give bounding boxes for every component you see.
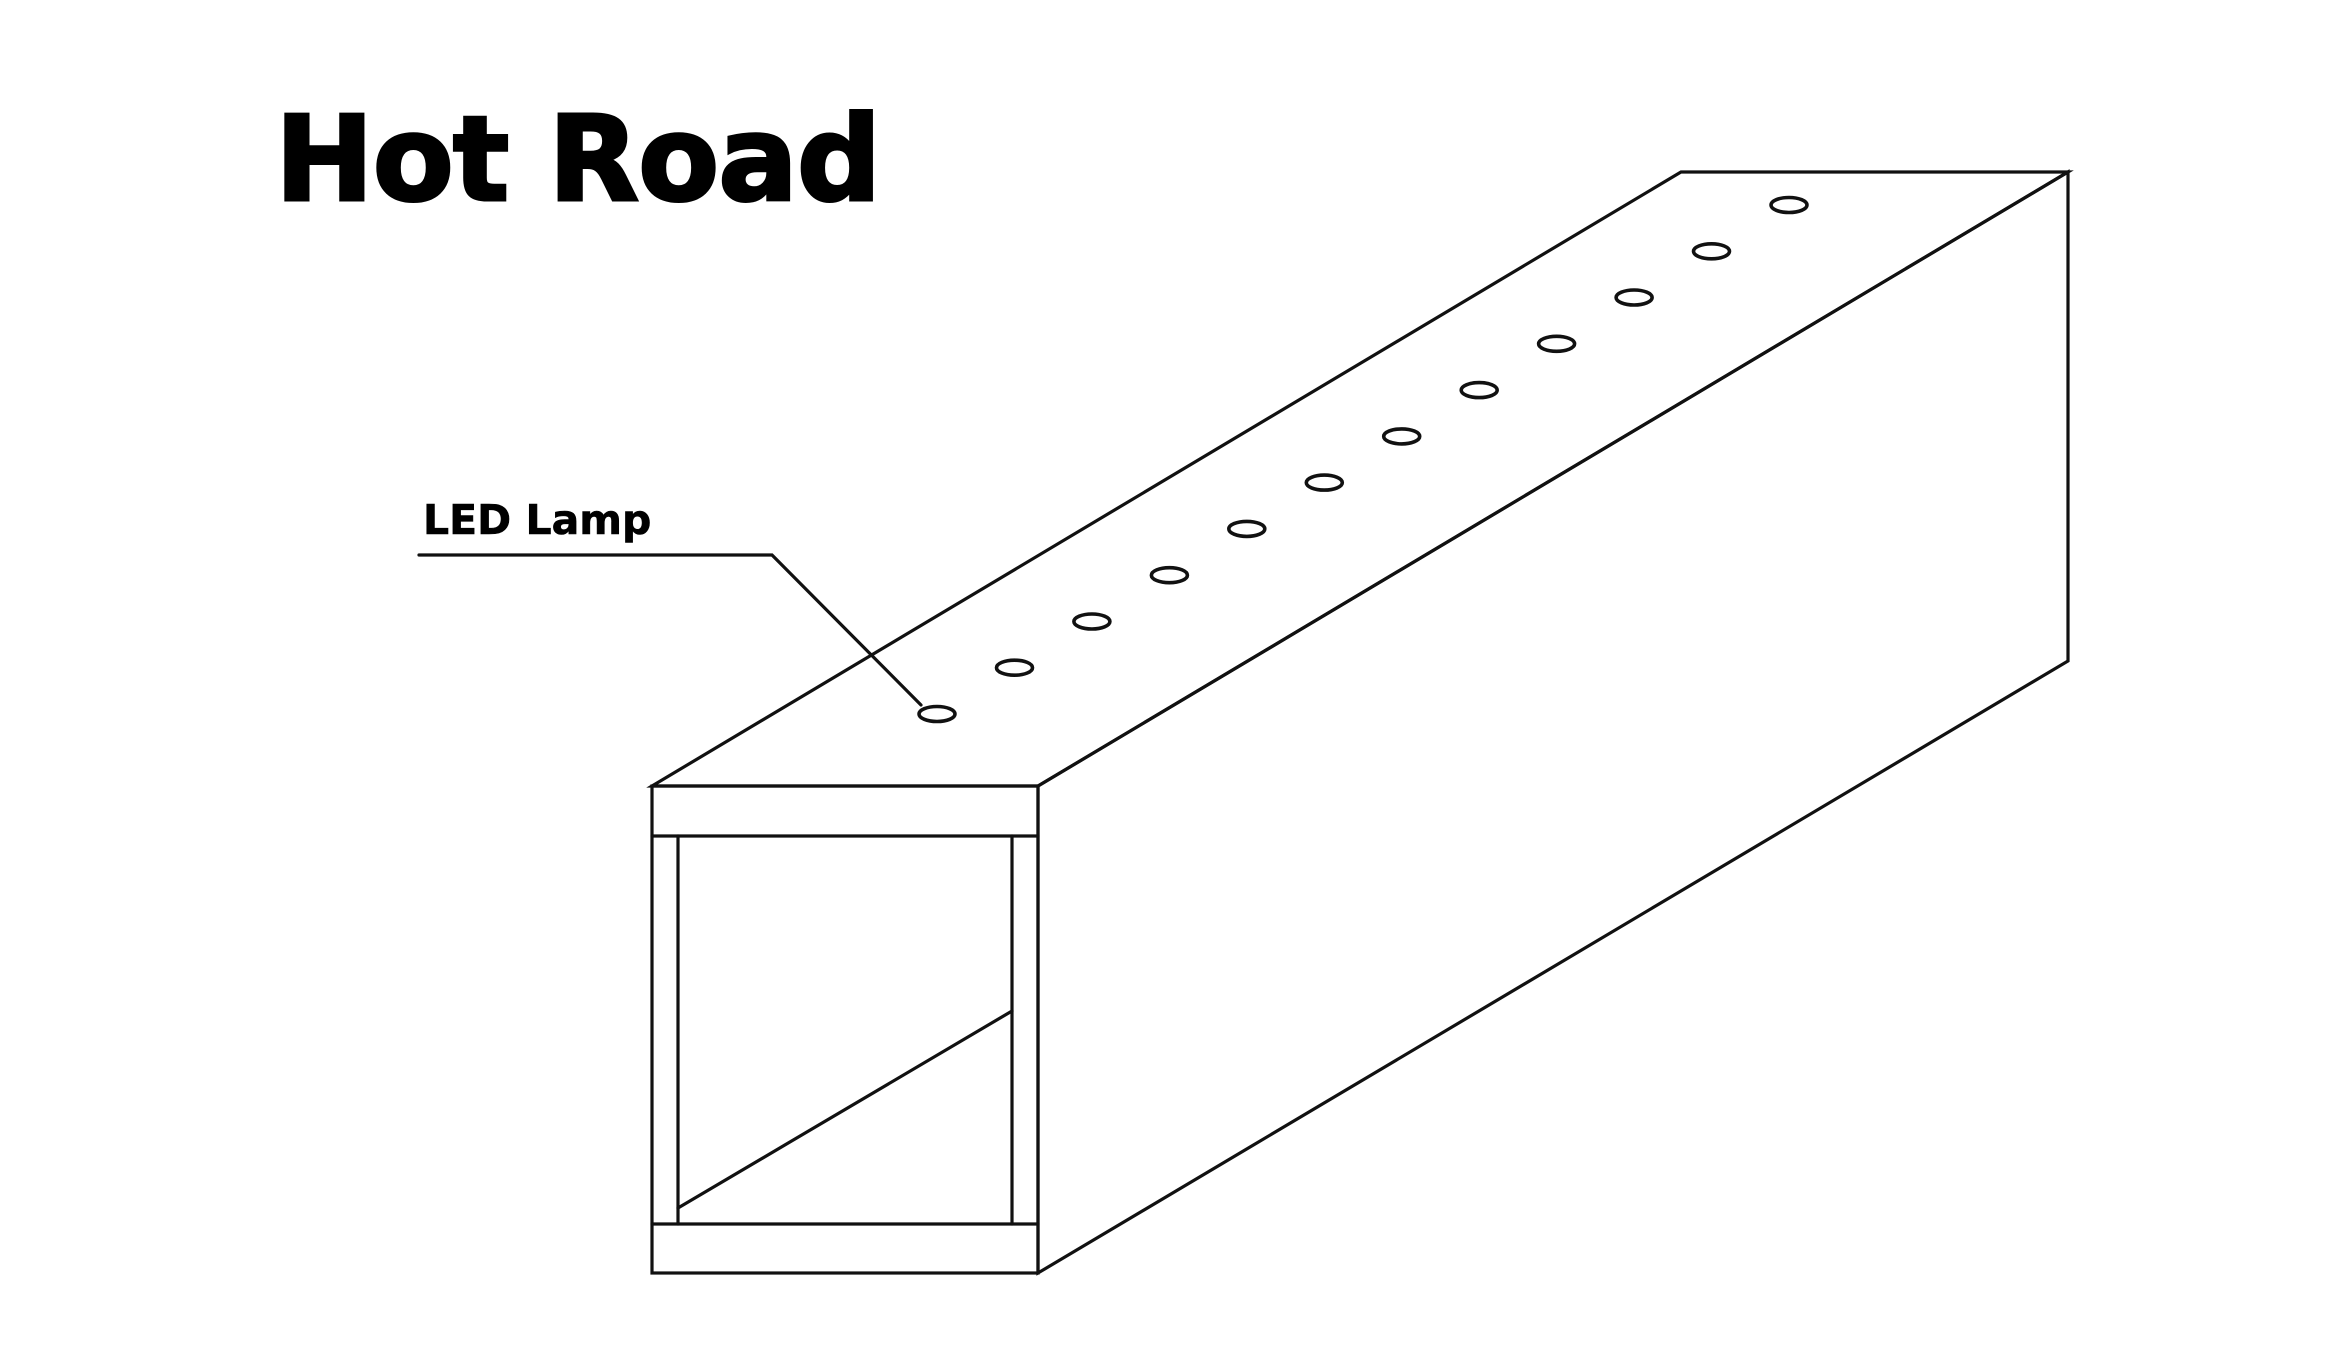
front-frame: [650, 784, 1040, 1275]
led-lamp-1: [917, 704, 957, 724]
led-lamp-11: [1691, 242, 1732, 261]
led-lamp-10: [1614, 288, 1654, 307]
front-outer-rect: [650, 784, 1040, 1275]
led-lamp-3: [1072, 612, 1112, 631]
led-lamp-2: [994, 658, 1035, 678]
led-lamp-label: LED Lamp: [423, 496, 652, 544]
inner-diagonal-edge: [676, 1009, 1014, 1210]
top-face: [646, 170, 2074, 788]
led-lamp-12: [1769, 195, 1809, 215]
led-lamp-4: [1149, 565, 1190, 585]
led-lamp-5: [1227, 519, 1267, 539]
led-lamp-leader-line: [417, 553, 923, 707]
led-lamp-8: [1459, 380, 1499, 400]
led-lamp-6: [1304, 473, 1345, 492]
led-lamp-row: [917, 195, 1809, 724]
diagram-title: Hot Road: [273, 90, 882, 228]
led-lamp-7: [1381, 427, 1422, 446]
led-lamp-9: [1536, 334, 1577, 354]
